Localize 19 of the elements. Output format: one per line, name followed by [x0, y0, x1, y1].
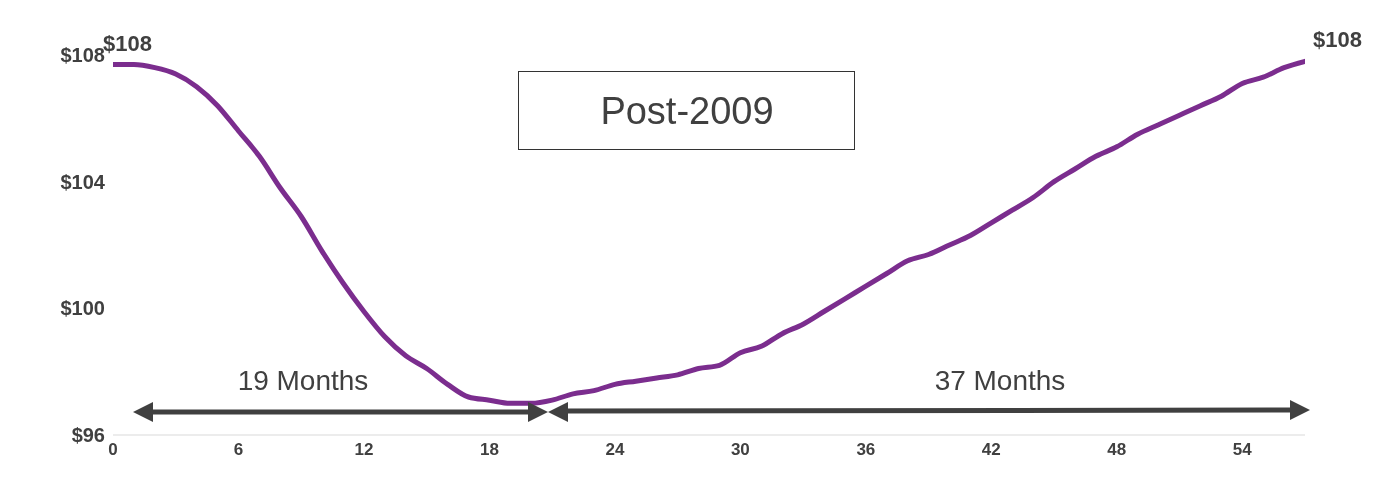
annotation: 37 Months [933, 365, 1067, 397]
x-tick-label: 24 [605, 440, 625, 460]
x-tick-label: 30 [730, 440, 750, 460]
annotation: 19 Months [236, 365, 370, 397]
y-tick-label: $96 [71, 424, 105, 447]
x-tick-label: 48 [1107, 440, 1127, 460]
data-label: $108 [1313, 27, 1362, 53]
x-tick-label: 54 [1232, 440, 1253, 460]
x-tick-label: 36 [856, 440, 876, 460]
y-tick-label: $108 [60, 44, 105, 67]
x-tick-label: 42 [981, 440, 1001, 460]
x-tick-label: 0 [108, 440, 118, 460]
x-tick-label: 6 [233, 440, 244, 460]
y-tick-label: $104 [60, 170, 106, 193]
data-label: $108 [103, 30, 152, 56]
x-tick-label: 18 [479, 440, 499, 460]
text: Post-2009 [600, 89, 774, 133]
y-tick-label: $100 [60, 297, 105, 320]
x-tick-label: 12 [354, 440, 374, 460]
